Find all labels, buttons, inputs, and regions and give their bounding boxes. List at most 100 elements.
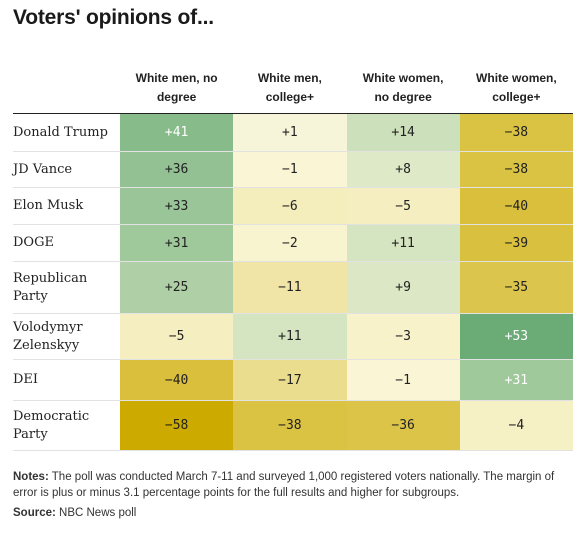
heatmap-cell: −58 [120, 401, 234, 450]
column-header-white-women-no-degree: White women, no degree [347, 63, 460, 113]
row-label-line: Party [13, 426, 48, 442]
heatmap-value: +9 [395, 280, 411, 295]
heatmap-value: −5 [168, 329, 185, 344]
notes-text: The poll was conducted March 7-11 and su… [13, 471, 555, 499]
heatmap-value: +25 [164, 280, 189, 295]
heatmap-value: −11 [278, 280, 302, 295]
heatmap-value: +14 [391, 125, 415, 140]
column-header-line: White men, [257, 71, 322, 85]
row-label-line: Democratic [13, 408, 90, 424]
table-row: Volodymyr Zelenskyy −5 +11 −3 +53 [13, 314, 573, 360]
row-label-line: Republican [13, 270, 88, 286]
heatmap-value: −39 [504, 235, 529, 251]
header-divider [13, 113, 573, 114]
column-header-line: college+ [492, 90, 541, 104]
heatmap-cell: +9 [346, 262, 460, 313]
source-label: Source: [13, 507, 56, 519]
source-text: NBC News poll [59, 507, 137, 519]
heatmap-cell: −6 [233, 188, 347, 224]
heatmap-cell: +1 [233, 114, 347, 151]
heatmap-cell: +14 [346, 114, 460, 151]
row-label-line: Elon Musk [13, 198, 84, 213]
heatmap-value: −3 [395, 329, 411, 344]
chart-title: Voters' opinions of... [13, 6, 214, 29]
row-label: Elon Musk [13, 188, 120, 224]
heatmap-cell: −39 [459, 225, 573, 261]
heatmap-value: +41 [164, 125, 189, 140]
row-label-line: DOGE [13, 235, 54, 250]
row-label-line: DEI [13, 372, 39, 387]
row-label-line: Volodymyr [13, 319, 83, 335]
column-header-line: degree [156, 90, 197, 104]
heatmap-cell: −5 [120, 314, 234, 359]
heatmap-cell: −40 [120, 360, 234, 400]
heatmap-value: −35 [504, 280, 529, 295]
table-row: JD Vance +36 −1 +8 −38 [13, 152, 573, 188]
column-header-line: White men, no [135, 71, 218, 85]
heatmap-cell: +11 [233, 314, 347, 359]
heatmap-cell: +25 [120, 262, 234, 313]
heatmap-value: −38 [278, 418, 302, 433]
heatmap-value: −58 [164, 418, 189, 433]
heatmap-value: −36 [391, 418, 415, 433]
row-label-text: JD Vance [13, 161, 72, 179]
table-row: Democratic Party −58 −38 −36 −4 [13, 401, 573, 451]
heatmap-cell: −5 [346, 188, 460, 224]
table-row: Donald Trump +41 +1 +14 −38 [13, 114, 573, 152]
heatmap-value: −40 [504, 198, 529, 214]
heatmap-table: White men, no degree White men, college+… [13, 63, 573, 451]
row-label: Democratic Party [13, 401, 120, 450]
heatmap-cell: −4 [459, 401, 573, 450]
heatmap-value: −17 [278, 372, 302, 388]
row-label-line: Donald Trump [13, 124, 108, 140]
row-label-text: DOGE [13, 234, 54, 252]
heatmap-cell: +8 [346, 152, 460, 187]
heatmap-value: +1 [282, 125, 298, 140]
heatmap-cell: −2 [233, 225, 347, 261]
heatmap-cell: −36 [346, 401, 460, 450]
heatmap-value: −1 [395, 372, 411, 388]
row-label-text: Democratic Party [13, 408, 89, 444]
table-row: DOGE +31 −2 +11 −39 [13, 225, 573, 262]
heatmap-cell: +31 [120, 225, 234, 261]
column-header-white-men-no-degree: White men, no degree [120, 63, 233, 113]
row-label: Volodymyr Zelenskyy [13, 314, 120, 359]
heatmap-value: −38 [504, 125, 529, 140]
heatmap-value: −6 [282, 198, 298, 214]
heatmap-cell: +31 [459, 360, 573, 400]
heatmap-value: −1 [282, 162, 298, 177]
heatmap-value: −4 [508, 418, 525, 433]
heatmap-cell: −40 [459, 188, 573, 224]
heatmap-value: −5 [395, 198, 411, 214]
row-label: DEI [13, 360, 120, 400]
heatmap-value: +33 [164, 198, 189, 214]
heatmap-cell: −3 [346, 314, 460, 359]
row-label-text: Elon Musk [13, 197, 83, 215]
heatmap-value: −2 [282, 235, 298, 251]
heatmap-cell: −1 [233, 152, 347, 187]
heatmap-cell: −11 [233, 262, 347, 313]
heatmap-cell: +41 [120, 114, 234, 151]
table-row: DEI −40 −17 −1 +31 [13, 360, 573, 401]
heatmap-value: +8 [395, 162, 411, 177]
heatmap-cell: +33 [120, 188, 234, 224]
header-spacer [13, 63, 120, 113]
heatmap-cell: −35 [459, 262, 573, 313]
row-label-text: DEI [13, 371, 38, 389]
heatmap-value: +36 [164, 162, 189, 177]
row-label-line: Party [13, 288, 48, 304]
row-label: DOGE [13, 225, 120, 261]
table-row: Elon Musk +33 −6 −5 −40 [13, 188, 573, 225]
row-label: Donald Trump [13, 114, 120, 151]
notes: Notes: The poll was conducted March 7-11… [13, 469, 573, 501]
table-body: Donald Trump +41 +1 +14 −38 JD Vance +36 −1 +8 −3… [13, 114, 573, 451]
heatmap-cell: +53 [459, 314, 573, 359]
heatmap-cell: +11 [346, 225, 460, 261]
row-label-line: JD Vance [13, 161, 73, 177]
heatmap-cell: −17 [233, 360, 347, 400]
heatmap-value: +11 [278, 329, 302, 344]
row-label-text: Donald Trump [13, 124, 108, 142]
column-header-line: no degree [374, 90, 432, 104]
heatmap-value: +31 [504, 372, 529, 388]
heatmap-value: +11 [391, 235, 415, 251]
